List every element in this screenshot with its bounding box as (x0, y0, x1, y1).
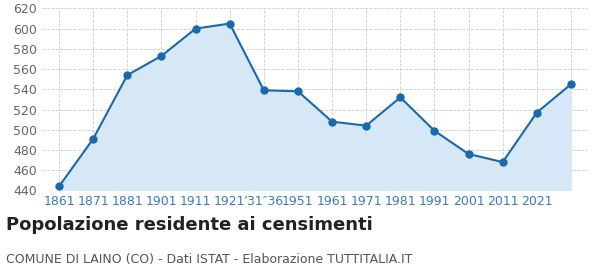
Text: Popolazione residente ai censimenti: Popolazione residente ai censimenti (6, 216, 373, 234)
Text: COMUNE DI LAINO (CO) - Dati ISTAT - Elaborazione TUTTITALIA.IT: COMUNE DI LAINO (CO) - Dati ISTAT - Elab… (6, 253, 412, 266)
